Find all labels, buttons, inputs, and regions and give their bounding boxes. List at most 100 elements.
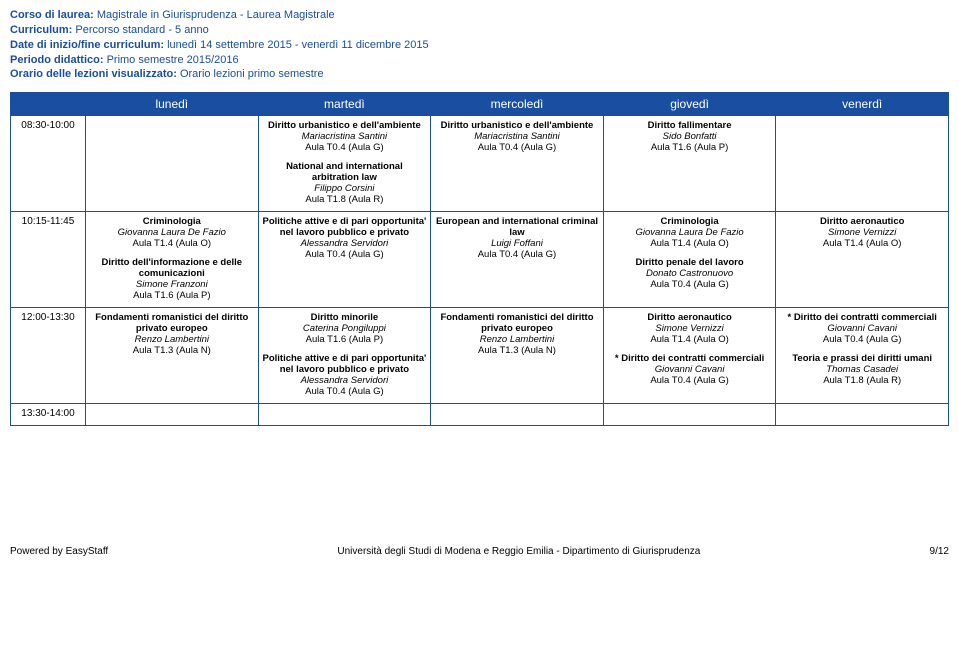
course-room: Aula T0.4 (Aula G) [607, 375, 773, 386]
course-room: Aula T1.6 (Aula P) [262, 334, 428, 345]
timeslot: 13:30-14:00 [11, 404, 86, 426]
course-room: Aula T1.3 (Aula N) [89, 345, 255, 356]
table-row: 08:30-10:00 Diritto urbanistico e dell'a… [11, 116, 949, 212]
cell-gio-0: Diritto fallimentare Sido Bonfatti Aula … [603, 116, 776, 212]
header-line-periodo: Periodo didattico: Primo semestre 2015/2… [10, 53, 949, 68]
header-block: Corso di laurea: Magistrale in Giurispru… [10, 8, 949, 82]
cell-ven-3 [776, 404, 949, 426]
header-line-corso: Corso di laurea: Magistrale in Giurispru… [10, 8, 949, 23]
course-block: * Diritto dei contratti commerciali Giov… [779, 312, 945, 345]
header-value: Magistrale in Giurisprudenza - Laurea Ma… [97, 9, 335, 21]
course-block: Diritto urbanistico e dell'ambiente Mari… [262, 120, 428, 153]
header-label: Periodo didattico: [10, 54, 104, 66]
course-room: Aula T1.3 (Aula N) [434, 345, 600, 356]
course-block: Diritto minorile Caterina Pongiluppi Aul… [262, 312, 428, 345]
course-block: European and international criminal law … [434, 216, 600, 260]
header-empty [11, 93, 86, 116]
course-prof: Giovanna Laura De Fazio [607, 227, 773, 238]
course-room: Aula T1.4 (Aula O) [607, 238, 773, 249]
course-title: European and international criminal law [434, 216, 600, 238]
course-block: Diritto fallimentare Sido Bonfatti Aula … [607, 120, 773, 153]
course-title: Diritto fallimentare [607, 120, 773, 131]
course-title: * Diritto dei contratti commerciali [779, 312, 945, 323]
course-block: Diritto urbanistico e dell'ambiente Mari… [434, 120, 600, 153]
course-title: Fondamenti romanistici del diritto priva… [434, 312, 600, 334]
course-title: Diritto penale del lavoro [607, 257, 773, 268]
cell-ven-1: Diritto aeronautico Simone Vernizzi Aula… [776, 212, 949, 308]
course-room: Aula T0.4 (Aula G) [434, 142, 600, 153]
course-block: National and international arbitration l… [262, 161, 428, 205]
cell-lun-0 [86, 116, 259, 212]
cell-mer-3 [431, 404, 604, 426]
course-title: * Diritto dei contratti commerciali [607, 353, 773, 364]
header-label: Curriculum: [10, 24, 72, 36]
cell-lun-1: Criminologia Giovanna Laura De Fazio Aul… [86, 212, 259, 308]
course-block: Fondamenti romanistici del diritto priva… [434, 312, 600, 356]
course-prof: Giovanna Laura De Fazio [89, 227, 255, 238]
course-title: Diritto urbanistico e dell'ambiente [262, 120, 428, 131]
course-prof: Thomas Casadei [779, 364, 945, 375]
course-prof: Caterina Pongiluppi [262, 323, 428, 334]
course-prof: Renzo Lambertini [434, 334, 600, 345]
course-block: Politiche attive e di pari opportunita' … [262, 353, 428, 397]
timetable: lunedì martedì mercoledì giovedì venerdì… [10, 92, 949, 426]
course-title: Diritto aeronautico [607, 312, 773, 323]
course-prof: Giovanni Cavani [779, 323, 945, 334]
course-room: Aula T1.6 (Aula P) [607, 142, 773, 153]
course-prof: Giovanni Cavani [607, 364, 773, 375]
course-prof: Simone Vernizzi [779, 227, 945, 238]
cell-lun-2: Fondamenti romanistici del diritto priva… [86, 308, 259, 404]
course-prof: Alessandra Servidori [262, 238, 428, 249]
course-title: Politiche attive e di pari opportunita' … [262, 353, 428, 375]
course-room: Aula T0.4 (Aula G) [262, 249, 428, 260]
course-prof: Simone Franzoni [89, 279, 255, 290]
header-label: Corso di laurea: [10, 9, 94, 21]
course-prof: Mariacristina Santini [434, 131, 600, 142]
course-block: Diritto aeronautico Simone Vernizzi Aula… [607, 312, 773, 345]
course-block: Teoria e prassi dei diritti umani Thomas… [779, 353, 945, 386]
course-room: Aula T1.8 (Aula R) [262, 194, 428, 205]
day-header-row: lunedì martedì mercoledì giovedì venerdì [11, 93, 949, 116]
header-value: lunedì 14 settembre 2015 - venerdì 11 di… [167, 39, 429, 51]
course-block: Politiche attive e di pari opportunita' … [262, 216, 428, 260]
course-room: Aula T0.4 (Aula G) [779, 334, 945, 345]
day-header-gio: giovedì [603, 93, 776, 116]
course-room: Aula T0.4 (Aula G) [607, 279, 773, 290]
course-room: Aula T0.4 (Aula G) [262, 386, 428, 397]
footer-right: 9/12 [930, 546, 949, 557]
header-label: Date di inizio/fine curriculum: [10, 39, 164, 51]
footer-center: Università degli Studi di Modena e Reggi… [337, 546, 700, 557]
course-block: Criminologia Giovanna Laura De Fazio Aul… [607, 216, 773, 249]
course-prof: Simone Vernizzi [607, 323, 773, 334]
course-title: Diritto aeronautico [779, 216, 945, 227]
course-title: Criminologia [89, 216, 255, 227]
course-prof: Sido Bonfatti [607, 131, 773, 142]
cell-mer-1: European and international criminal law … [431, 212, 604, 308]
course-title: Fondamenti romanistici del diritto priva… [89, 312, 255, 334]
cell-gio-3 [603, 404, 776, 426]
day-header-mer: mercoledì [431, 93, 604, 116]
course-room: Aula T0.4 (Aula G) [434, 249, 600, 260]
table-row: 13:30-14:00 [11, 404, 949, 426]
course-title: National and international arbitration l… [262, 161, 428, 183]
cell-ven-0 [776, 116, 949, 212]
day-header-ven: venerdì [776, 93, 949, 116]
cell-lun-3 [86, 404, 259, 426]
cell-gio-1: Criminologia Giovanna Laura De Fazio Aul… [603, 212, 776, 308]
table-row: 10:15-11:45 Criminologia Giovanna Laura … [11, 212, 949, 308]
cell-ven-2: * Diritto dei contratti commerciali Giov… [776, 308, 949, 404]
day-header-lun: lunedì [86, 93, 259, 116]
spacer [10, 426, 949, 536]
header-value: Orario lezioni primo semestre [180, 68, 324, 80]
course-room: Aula T1.8 (Aula R) [779, 375, 945, 386]
timeslot: 08:30-10:00 [11, 116, 86, 212]
header-value: Primo semestre 2015/2016 [107, 54, 239, 66]
course-title: Diritto urbanistico e dell'ambiente [434, 120, 600, 131]
course-title: Teoria e prassi dei diritti umani [779, 353, 945, 364]
course-prof: Mariacristina Santini [262, 131, 428, 142]
cell-mar-0: Diritto urbanistico e dell'ambiente Mari… [258, 116, 431, 212]
course-title: Politiche attive e di pari opportunita' … [262, 216, 428, 238]
course-block: * Diritto dei contratti commerciali Giov… [607, 353, 773, 386]
page-footer: Powered by EasyStaff Università degli St… [0, 540, 959, 561]
course-title: Diritto minorile [262, 312, 428, 323]
